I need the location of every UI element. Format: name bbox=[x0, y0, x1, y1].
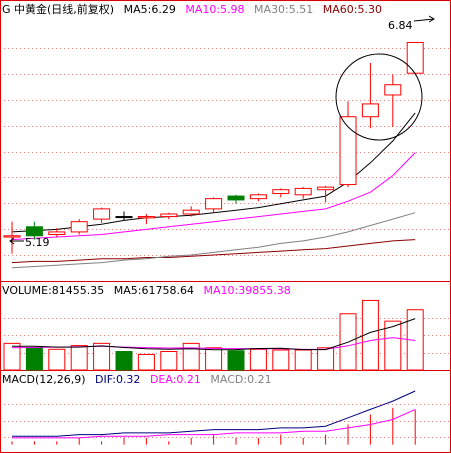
candle bbox=[249, 193, 267, 202]
volume-bar bbox=[205, 347, 223, 371]
volume-bars bbox=[3, 299, 424, 371]
high-arrow-head bbox=[428, 15, 435, 23]
volume-bar bbox=[227, 350, 245, 371]
volume-panel-header: VOLUME:81455.35 MA5:61758.64 MA10:39855.… bbox=[2, 284, 291, 297]
candle bbox=[339, 101, 357, 188]
ma60-line bbox=[11, 239, 416, 264]
price-candles bbox=[3, 41, 424, 254]
volume-bar bbox=[249, 348, 267, 371]
volume-ma-lines bbox=[11, 318, 416, 351]
volume-bar bbox=[3, 342, 21, 371]
macd-value-label: MACD:0.21 bbox=[210, 373, 271, 386]
high-price-arrow bbox=[413, 18, 435, 22]
candle bbox=[93, 207, 111, 223]
ma30-line bbox=[11, 212, 416, 269]
candle bbox=[48, 228, 66, 238]
candle-body bbox=[137, 216, 155, 219]
volume-bar bbox=[115, 351, 133, 371]
candle-body bbox=[317, 186, 335, 191]
low-price-label: 5.19 bbox=[25, 236, 50, 249]
candle bbox=[160, 212, 178, 220]
candle bbox=[137, 214, 155, 225]
low-arrow-head bbox=[9, 237, 15, 245]
stock-name: G 中黄金(日线,前复权) bbox=[2, 2, 114, 16]
volume-bar bbox=[70, 345, 88, 371]
macd-panel-header: MACD(12,26,9) DIF:0.32 DEA:0.21 MACD:0.2… bbox=[2, 373, 272, 386]
candle-body bbox=[272, 189, 290, 195]
candle-body bbox=[294, 187, 312, 196]
macd-lines bbox=[12, 390, 416, 439]
macd-params-label: MACD(12,26,9) bbox=[2, 373, 86, 386]
candle-body bbox=[48, 231, 66, 235]
price-ma5-label: MA5:6.29 bbox=[124, 3, 176, 16]
highlight-circle bbox=[335, 53, 423, 141]
volume-bar bbox=[294, 349, 312, 371]
candle-body bbox=[227, 195, 245, 201]
candle bbox=[70, 219, 88, 235]
candle bbox=[384, 74, 402, 127]
macd-bars bbox=[11, 407, 416, 445]
candle bbox=[272, 188, 290, 198]
candle-body bbox=[406, 41, 424, 74]
volume-ma10-label: MA10:39855.38 bbox=[203, 284, 290, 297]
candle-body bbox=[115, 216, 133, 219]
candle-body bbox=[339, 116, 357, 186]
candle-body bbox=[93, 208, 111, 220]
volume-bar bbox=[25, 347, 43, 371]
volume-bar bbox=[317, 347, 335, 371]
candle-body bbox=[70, 221, 88, 233]
candle-body bbox=[249, 194, 267, 200]
candle bbox=[205, 197, 223, 213]
volume-ma5-label: MA5:61758.64 bbox=[114, 284, 194, 297]
candle bbox=[182, 206, 200, 217]
candle-body bbox=[3, 235, 21, 238]
volume-bar bbox=[48, 348, 66, 371]
high-price-label: 6.84 bbox=[388, 19, 413, 32]
candle-body bbox=[160, 213, 178, 218]
candle bbox=[294, 187, 312, 199]
candle-body bbox=[182, 209, 200, 215]
candle bbox=[406, 41, 424, 74]
price-ma10-label: MA10:5.98 bbox=[185, 3, 244, 16]
volume-bar bbox=[137, 353, 155, 371]
volume-bar bbox=[361, 299, 379, 371]
candle bbox=[361, 62, 379, 129]
volume-bar bbox=[384, 320, 402, 371]
volume-bar bbox=[272, 349, 290, 371]
dif-line bbox=[12, 390, 416, 437]
candle-body bbox=[384, 84, 402, 96]
candle-body bbox=[25, 226, 43, 237]
volume-bar bbox=[93, 342, 111, 371]
volume-ma5-line bbox=[12, 318, 416, 351]
low-annotation: 5.19 bbox=[9, 236, 50, 249]
candle bbox=[115, 211, 133, 221]
dif-label: DIF:0.32 bbox=[95, 373, 140, 386]
volume-bar bbox=[182, 342, 200, 371]
price-ma60-label: MA60:5.30 bbox=[323, 3, 382, 16]
volume-label: VOLUME:81455.35 bbox=[2, 284, 104, 297]
candle bbox=[227, 194, 245, 204]
dea-label: DEA:0.21 bbox=[150, 373, 201, 386]
high-annotation: 6.84 bbox=[388, 15, 435, 32]
volume-bar bbox=[160, 351, 178, 371]
candle-body bbox=[361, 103, 379, 118]
candle bbox=[317, 185, 335, 203]
price-panel-header: G 中黄金(日线,前复权) MA5:6.29 MA10:5.98 MA30:5.… bbox=[2, 2, 382, 16]
candle bbox=[25, 221, 43, 240]
candle-body bbox=[205, 198, 223, 210]
candle bbox=[3, 221, 21, 254]
price-ma30-label: MA30:5.51 bbox=[254, 3, 313, 16]
dea-line bbox=[12, 408, 416, 439]
ma10-line bbox=[11, 152, 416, 241]
